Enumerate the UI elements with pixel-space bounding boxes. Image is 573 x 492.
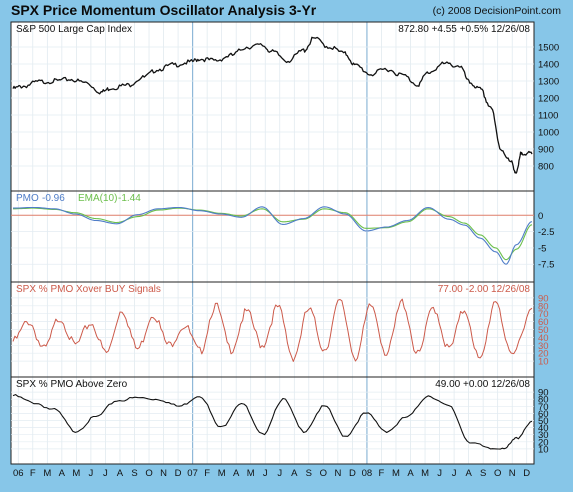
- pmo-axis-tick-label: 0: [538, 211, 543, 222]
- x-tick-label: A: [233, 468, 240, 479]
- above-axis-tick-label: 10: [538, 444, 549, 455]
- x-tick-label: D: [523, 468, 530, 479]
- x-tick-label: J: [103, 468, 108, 479]
- above-panel-title: SPX % PMO Above Zero: [16, 379, 128, 390]
- x-tick-label: S: [131, 468, 137, 479]
- above-axis-tick-label: 30: [538, 430, 549, 441]
- price-axis-tick-label: 1500: [538, 43, 559, 54]
- above-axis-tick-label: 50: [538, 416, 549, 427]
- price-axis-tick-label: 900: [538, 145, 554, 156]
- above-axis-tick-label: 20: [538, 437, 549, 448]
- above-axis-tick-label: 40: [538, 423, 549, 434]
- x-tick-label: M: [218, 468, 226, 479]
- x-tick-label: F: [379, 468, 385, 479]
- buy-axis-tick-label: 70: [538, 309, 549, 320]
- x-tick-label: F: [30, 468, 36, 479]
- buy-axis-tick-label: 20: [538, 349, 549, 360]
- ema-legend-name: EMA(10): [78, 193, 117, 204]
- credit-label: (c) 2008 DecisionPoint.com: [432, 5, 561, 17]
- x-tick-label: J: [263, 468, 268, 479]
- x-tick-label: J: [277, 468, 282, 479]
- buy-panel-title: SPX % PMO Xover BUY Signals: [16, 284, 161, 295]
- x-tick-label: A: [291, 468, 298, 479]
- price-panel-title: S&P 500 Large Cap Index: [16, 24, 132, 35]
- x-tick-label: 08: [362, 468, 373, 479]
- x-tick-label: N: [160, 468, 167, 479]
- x-tick-label: O: [145, 468, 152, 479]
- price-axis-tick-label: 1200: [538, 94, 559, 105]
- price-axis-tick-label: 1000: [538, 128, 559, 139]
- above-axis-tick-label: 80: [538, 395, 549, 406]
- x-tick-label: S: [480, 468, 486, 479]
- x-tick-label: N: [509, 468, 516, 479]
- x-tick-label: F: [204, 468, 210, 479]
- buy-axis-tick-label: 80: [538, 301, 549, 312]
- x-tick-label: 06: [13, 468, 24, 479]
- x-tick-label: J: [89, 468, 94, 479]
- price-series-line: [12, 36, 533, 174]
- x-tick-label: 07: [187, 468, 198, 479]
- buy-axis-tick-label: 60: [538, 317, 549, 328]
- price-axis-tick-label: 800: [538, 162, 554, 173]
- x-tick-label: D: [175, 468, 182, 479]
- x-tick-label: M: [247, 468, 255, 479]
- above-zero-series-line: [12, 394, 533, 450]
- above-panel-readout: 49.00 +0.00 12/26/08: [435, 379, 530, 390]
- x-tick-label: A: [59, 468, 66, 479]
- above-axis-tick-label: 90: [538, 388, 549, 399]
- ema-legend-value: -1.44: [118, 193, 141, 204]
- x-tick-label: S: [306, 468, 312, 479]
- pmo-legend-value: -0.96: [42, 193, 65, 204]
- buy-axis-tick-label: 40: [538, 333, 549, 344]
- price-axis-tick-label: 1400: [538, 60, 559, 71]
- buy-signal-series-line: [12, 298, 533, 362]
- ema-series-line: [13, 207, 533, 261]
- x-tick-label: J: [452, 468, 457, 479]
- pmo-axis-tick-label: -2.5: [538, 227, 554, 238]
- x-tick-label: O: [320, 468, 327, 479]
- panel-2-frame: [10, 190, 535, 283]
- x-tick-label: J: [437, 468, 442, 479]
- above-axis-tick-label: 70: [538, 402, 549, 413]
- buy-axis-tick-label: 50: [538, 325, 549, 336]
- price-axis-tick-label: 1300: [538, 77, 559, 88]
- buy-axis-tick-label: 90: [538, 293, 549, 304]
- pmo-legend-name: PMO: [16, 193, 39, 204]
- x-tick-label: N: [334, 468, 341, 479]
- price-panel-readout: 872.80 +4.55 +0.5% 12/26/08: [398, 24, 530, 35]
- buy-axis-tick-label: 10: [538, 357, 549, 368]
- x-tick-label: M: [72, 468, 80, 479]
- x-tick-label: M: [43, 468, 51, 479]
- buy-axis-tick-label: 30: [538, 341, 549, 352]
- x-tick-label: O: [494, 468, 501, 479]
- x-tick-label: D: [349, 468, 356, 479]
- x-tick-label: A: [117, 468, 124, 479]
- x-tick-label: M: [421, 468, 429, 479]
- buy-panel-readout: 77.00 -2.00 12/26/08: [438, 284, 531, 295]
- pmo-series-line: [13, 206, 533, 265]
- pmo-axis-tick-label: -7.5: [538, 260, 554, 271]
- price-axis-tick-label: 1100: [538, 111, 558, 122]
- page-title: SPX Price Momentum Oscillator Analysis 3…: [11, 2, 317, 18]
- x-tick-label: M: [392, 468, 400, 479]
- x-tick-label: A: [407, 468, 414, 479]
- pmo-axis-tick-label: -5: [538, 243, 546, 254]
- x-tick-label: A: [465, 468, 472, 479]
- above-axis-tick-label: 60: [538, 409, 549, 420]
